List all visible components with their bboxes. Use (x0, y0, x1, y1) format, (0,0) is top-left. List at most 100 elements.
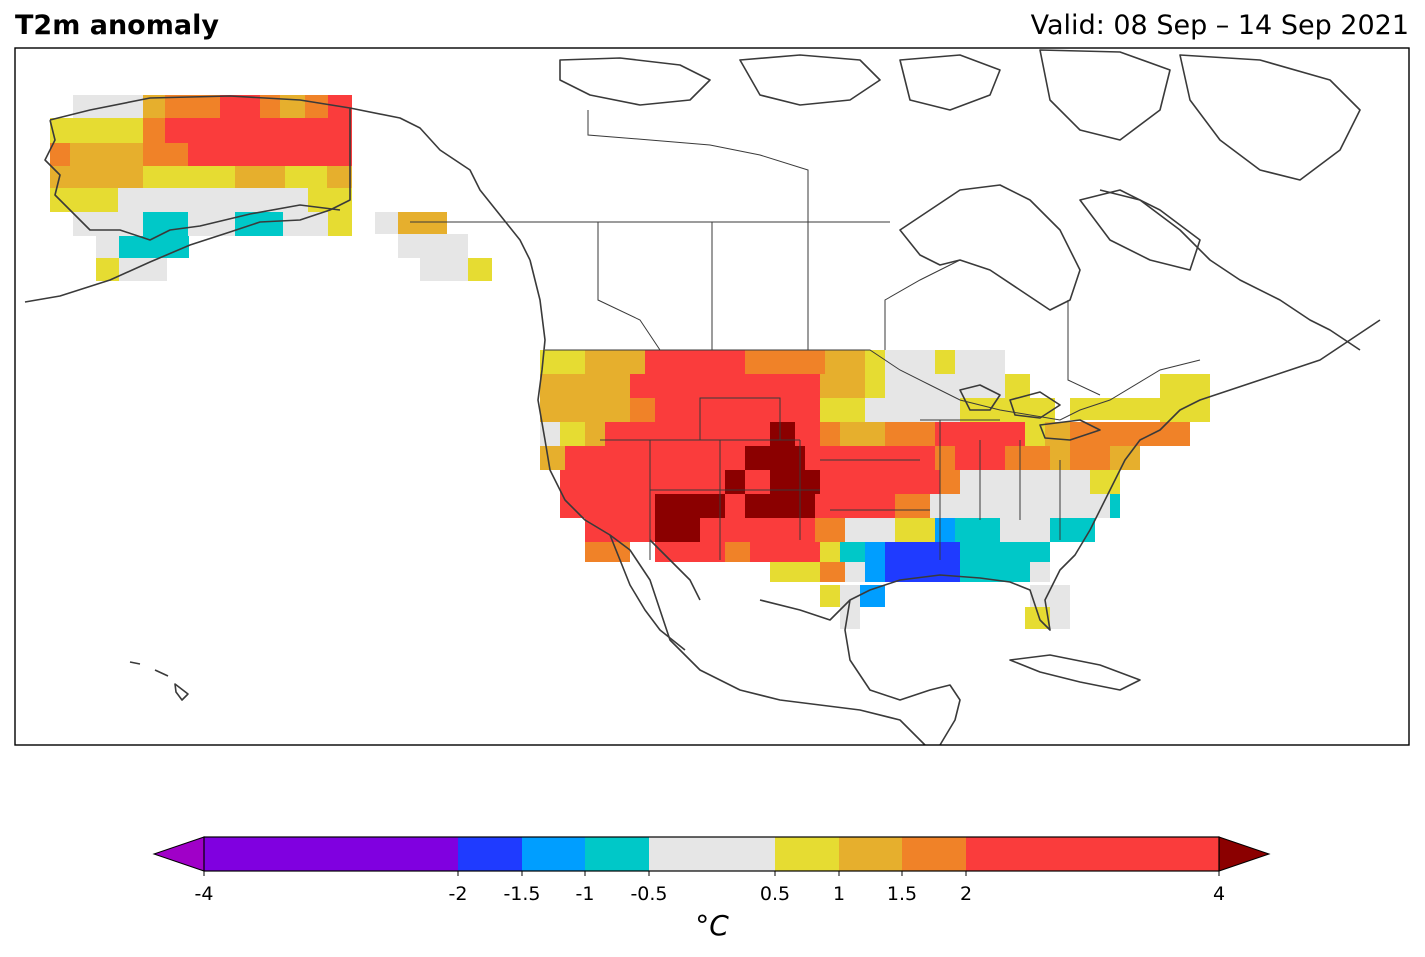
anomaly-cell (865, 398, 960, 422)
anomaly-cell (865, 562, 885, 582)
anomaly-cell (795, 422, 820, 446)
anomaly-cell (540, 398, 630, 422)
anomaly-cell (955, 350, 1005, 374)
colorbar-bin (775, 837, 839, 871)
anomaly-cell (1110, 446, 1140, 470)
anomaly-cell (815, 518, 845, 542)
anomaly-cell (820, 374, 865, 398)
anomaly-cell (935, 350, 955, 374)
anomaly-cell (630, 398, 655, 422)
map-title: T2m anomaly (15, 10, 219, 41)
anomaly-cell (1090, 470, 1120, 494)
anomaly-map (14, 47, 1410, 746)
anomaly-cell (820, 542, 840, 562)
anomaly-cell (820, 470, 940, 494)
colorbar-tick-label: 0.5 (760, 883, 790, 905)
anomaly-cell (1110, 494, 1120, 518)
anomaly-cell (725, 470, 745, 494)
anomaly-cell (1070, 422, 1145, 446)
anomaly-cell (645, 350, 745, 374)
colorbar-tick-label: 1 (833, 883, 845, 905)
anomaly-cell (1120, 398, 1160, 420)
anomaly-cell (285, 166, 327, 188)
colorbar-bin (522, 837, 585, 871)
anomaly-cell (1025, 422, 1045, 446)
anomaly-cell (540, 374, 630, 398)
colorbar-tick-label: 2 (960, 883, 972, 905)
colorbar-ticks: -4 -2 -1.5 -1 -0.5 0.5 1 1.5 2 4 (195, 871, 1225, 905)
anomaly-cell (770, 422, 795, 446)
anomaly-cell (840, 542, 865, 562)
anomaly-cell (143, 143, 188, 166)
anomaly-cell (885, 350, 935, 374)
anomaly-cell (540, 350, 585, 374)
coastlines (24, 49, 1381, 746)
anomaly-cell (565, 446, 745, 470)
anomaly-cell (960, 470, 1090, 494)
anomaly-cell (540, 446, 565, 470)
anomaly-cell (398, 234, 468, 258)
anomaly-cell (1050, 607, 1070, 629)
anomaly-cell (700, 518, 815, 542)
anomaly-cell (630, 374, 820, 398)
anomaly-cell (398, 212, 447, 234)
colorbar-bin (839, 837, 902, 871)
anomaly-cell (885, 542, 960, 562)
anomaly-cell (50, 143, 70, 166)
anomaly-cell (895, 518, 935, 542)
anomaly-cell (655, 398, 820, 422)
anomaly-cell (845, 518, 895, 542)
anomaly-cell (70, 143, 143, 166)
anomaly-cell (820, 422, 840, 446)
anomaly-cell (1045, 422, 1070, 446)
anomaly-cell (845, 562, 865, 582)
anomaly-cell (375, 212, 398, 234)
colorbar-tick-label: 1.5 (887, 883, 917, 905)
anomaly-cell (825, 350, 865, 374)
anomaly-cell (1050, 446, 1070, 470)
colorbar-tick-label: -1.5 (503, 883, 540, 905)
colorbar-tick-label: -4 (195, 883, 214, 905)
anomaly-cell (585, 422, 605, 446)
anomaly-cell (118, 188, 308, 212)
anomaly-cell (725, 542, 750, 562)
anomaly-cell (328, 212, 352, 236)
anomaly-cell (725, 494, 745, 518)
anomaly-cell (820, 585, 840, 607)
anomaly-cell (165, 95, 220, 118)
anomaly-cell (960, 542, 1030, 562)
political-borders (410, 110, 1201, 560)
anomaly-cell (820, 398, 865, 422)
colorbar-tick-label: 4 (1213, 883, 1225, 905)
anomaly-cell (815, 494, 895, 518)
anomaly-cell (745, 446, 805, 470)
anomaly-cell (1030, 585, 1070, 607)
anomaly-cell (1070, 398, 1120, 420)
anomaly-cell (165, 118, 352, 143)
colorbar-bin (649, 837, 775, 871)
anomaly-cell (1005, 446, 1050, 470)
anomaly-cell (865, 374, 885, 398)
anomaly-cell (305, 95, 328, 118)
anomaly-cell (280, 95, 305, 118)
colorbar-under-arrow (152, 836, 205, 872)
anomaly-cell (1070, 446, 1110, 470)
anomaly-cell (605, 422, 770, 446)
colorbar-bin (585, 837, 649, 871)
anomaly-cell (770, 562, 820, 582)
anomaly-cell (1160, 374, 1210, 422)
anomaly-cell (1030, 542, 1050, 562)
anomaly-cell (860, 585, 885, 607)
anomaly-cell (188, 143, 352, 166)
anomaly-cell (865, 350, 885, 374)
anomaly-cell (940, 470, 960, 494)
colorbar-bin (966, 837, 1219, 871)
anomaly-cell (50, 166, 143, 188)
anomaly-cell (585, 350, 645, 374)
anomaly-cell (420, 258, 468, 281)
anomaly-cell (1030, 562, 1050, 582)
colorbar-outline (203, 836, 1220, 872)
anomaly-cell (655, 518, 700, 542)
anomaly-cell (560, 494, 655, 518)
anomaly-cell (143, 95, 165, 118)
